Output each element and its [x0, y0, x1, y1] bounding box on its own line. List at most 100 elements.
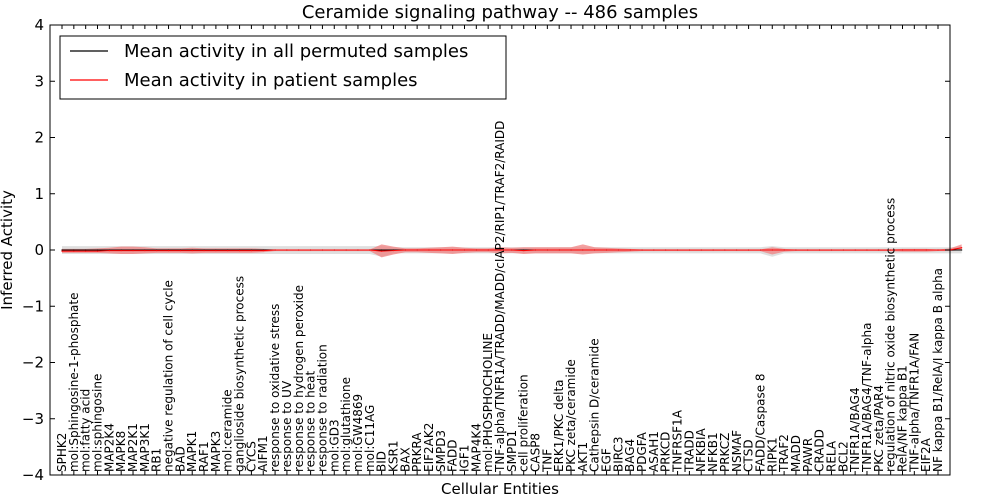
x-tick-label: negative regulation of cell cycle	[162, 280, 176, 472]
x-tick-label: mol:PHOSPHOCHOLINE	[481, 333, 495, 472]
x-tick-label: NFKB1	[706, 432, 720, 472]
x-tick-label: PRKCD	[659, 432, 673, 472]
data-point-1-32	[440, 249, 442, 251]
data-point-1-9	[167, 249, 170, 252]
y-tick-label: 3	[34, 72, 44, 90]
x-tick-label: FADD/Caspase 8	[753, 373, 767, 472]
x-tick-label: MADD	[789, 435, 803, 472]
data-point-1-8	[156, 249, 158, 252]
band-1	[62, 244, 962, 258]
x-tick-label: EIF2A	[919, 437, 933, 472]
x-tick-label: PRKCZ	[718, 433, 732, 472]
data-point-1-14	[227, 249, 229, 252]
series-lines	[61, 247, 963, 252]
data-point-1-37	[499, 249, 501, 251]
data-point-1-61	[783, 249, 785, 251]
x-tick-label: SMPD1	[505, 430, 519, 472]
data-point-1-29	[404, 249, 406, 251]
x-tick-label: regulation of nitric oxide biosynthetic …	[884, 198, 898, 472]
x-tick-label: response to UV	[280, 380, 294, 472]
x-tick-label: MAPK3	[209, 431, 223, 472]
x-tick-label: TNFR1A/BAG4	[848, 387, 862, 473]
x-tick-label: response to hydrogen peroxide	[292, 285, 306, 472]
data-point-0-0	[61, 249, 63, 251]
data-point-1-30	[416, 249, 418, 251]
data-point-1-65	[830, 249, 833, 251]
data-point-1-13	[215, 249, 217, 252]
data-point-1-72	[913, 249, 915, 251]
data-point-1-55	[712, 249, 714, 251]
legend-label-permuted: Mean activity in all permuted samples	[124, 41, 468, 62]
legend: Mean activity in all permuted samples Me…	[59, 35, 507, 100]
data-point-1-71	[901, 249, 904, 251]
data-point-1-18	[274, 249, 276, 251]
data-point-1-4	[108, 249, 110, 252]
data-point-1-76	[961, 247, 963, 249]
data-point-1-39	[523, 249, 525, 252]
data-point-1-17	[262, 249, 264, 252]
x-tick-label: AKT1	[576, 442, 590, 472]
x-tick-label: mol:glutathione	[339, 377, 353, 472]
x-tick-label: MAP3K1	[138, 423, 152, 472]
data-point-1-69	[878, 249, 880, 251]
x-tick-label: RIPK1	[765, 437, 779, 472]
data-point-1-73	[925, 249, 927, 251]
data-point-1-66	[842, 249, 844, 251]
x-tick-label: BAX	[398, 447, 412, 472]
data-point-0-76	[961, 249, 963, 251]
x-tick-label: mol:Sphingosine-1-phosphate	[67, 293, 81, 473]
x-tick-label: RAF1	[197, 441, 211, 472]
x-tick-label: CASP8	[529, 433, 543, 472]
x-tick-label: PAWR	[801, 438, 815, 472]
x-tick-label: TRAF2	[777, 434, 791, 473]
x-tick-label: KSR1	[386, 441, 400, 472]
data-point-1-62	[795, 249, 797, 251]
x-tick-label: RELA	[824, 440, 838, 472]
x-tick-label: CRADD	[813, 429, 827, 472]
data-point-1-68	[866, 249, 868, 251]
y-tick-label: 2	[34, 129, 44, 147]
x-tick-label: MAPK1	[185, 431, 199, 472]
x-tick-label: AIFM1	[256, 435, 270, 472]
data-point-1-22	[321, 249, 324, 251]
data-point-1-28	[392, 249, 395, 252]
data-point-1-57	[736, 249, 738, 251]
data-point-1-15	[238, 249, 241, 252]
x-axis-label: Cellular Entities	[441, 480, 559, 498]
x-tick-label: cell proliferation	[517, 374, 531, 472]
data-point-1-1	[73, 250, 75, 252]
x-tick-label: mol:fatty acid	[79, 389, 93, 472]
x-tick-label: IGF1	[457, 445, 471, 472]
x-tick-label: TNF	[540, 449, 554, 473]
y-tick-label: 4	[34, 16, 44, 34]
x-tick-label: NF kappa B1/RelA/I kappa B alpha	[931, 268, 945, 472]
x-tick-label: mol:GD3	[327, 419, 341, 472]
data-point-1-31	[428, 249, 430, 251]
data-point-1-67	[854, 249, 856, 251]
data-point-1-23	[333, 249, 335, 251]
data-point-1-60	[771, 249, 773, 251]
data-point-1-10	[179, 249, 181, 252]
data-point-0-27	[381, 249, 383, 251]
data-point-1-11	[191, 249, 193, 252]
legend-label-patient: Mean activity in patient samples	[124, 70, 418, 91]
x-tick-label: PKC zeta/PAR4	[872, 385, 886, 472]
x-tick-label: BID	[375, 451, 389, 472]
data-point-1-58	[747, 249, 750, 251]
x-tick-label: ASAH1	[647, 431, 661, 472]
x-tick-label: Cathepsin D/ceramide	[588, 338, 602, 472]
x-tick-label: RB1	[150, 448, 164, 472]
data-point-1-12	[203, 249, 205, 252]
x-tick-label: EIF2AK2	[422, 423, 436, 472]
x-tick-label: mol:C11AG	[363, 405, 377, 472]
data-point-1-27	[381, 250, 383, 252]
data-point-1-74	[937, 249, 939, 251]
data-point-1-7	[144, 249, 146, 252]
y-tick-label: −4	[22, 466, 44, 484]
y-tick-label: −1	[22, 297, 44, 315]
data-point-1-40	[534, 249, 537, 251]
data-point-1-5	[120, 249, 122, 252]
legend-box	[59, 35, 507, 100]
confidence-bands	[62, 244, 962, 258]
